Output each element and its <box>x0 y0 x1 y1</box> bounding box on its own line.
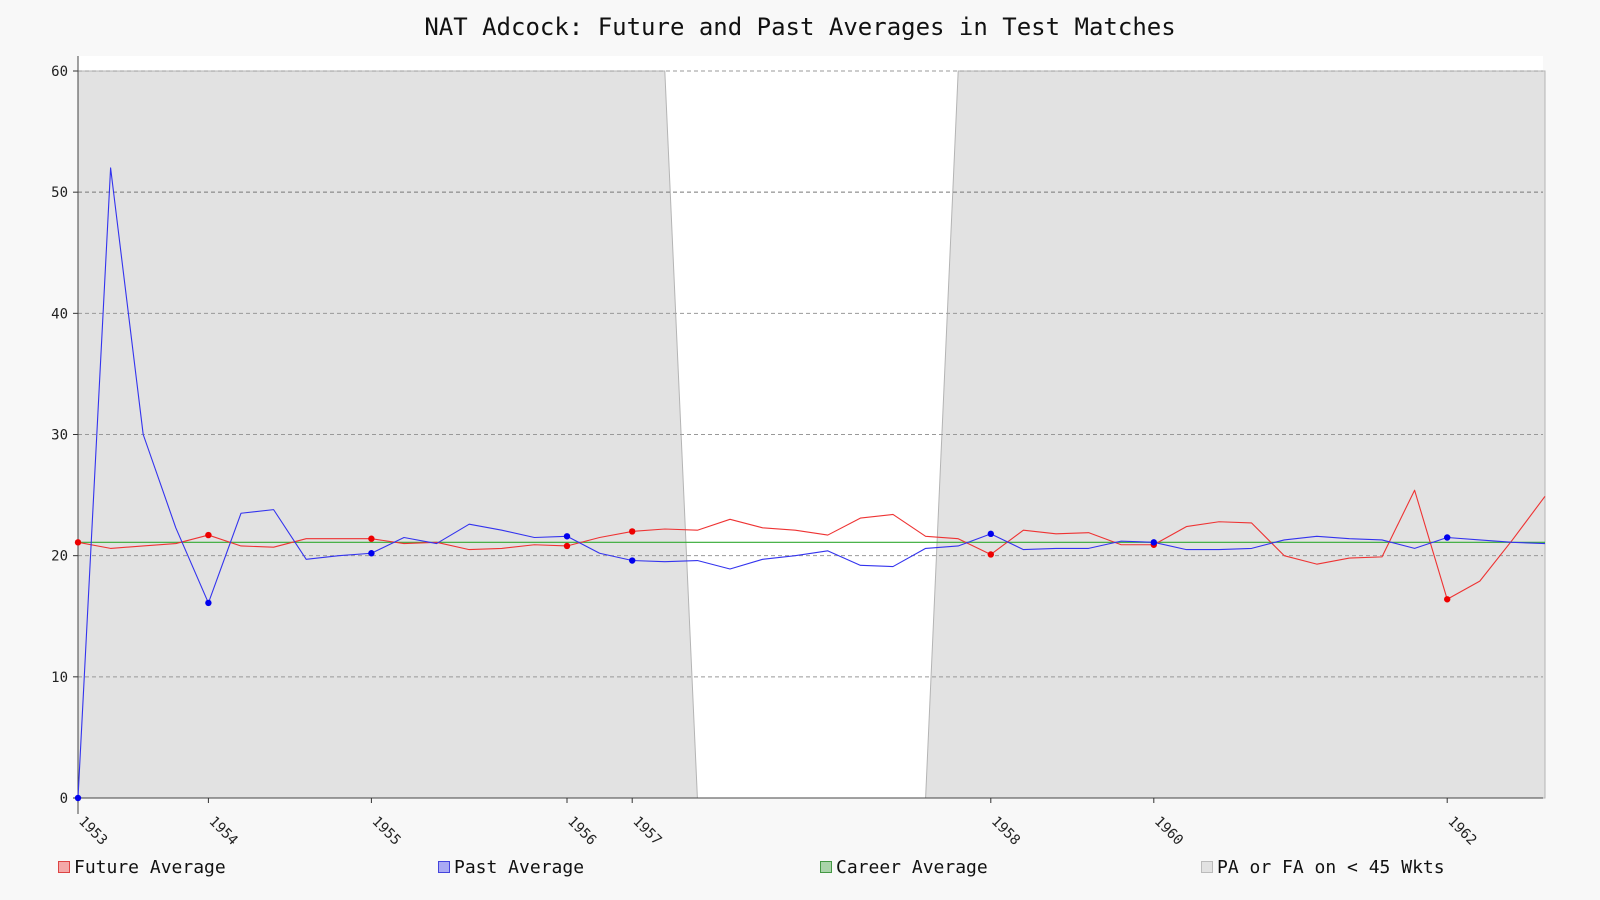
legend-label: PA or FA on < 45 Wkts <box>1217 856 1445 878</box>
x-tick-label: 1957 <box>629 814 664 849</box>
point-future-average <box>205 531 212 539</box>
point-past-average <box>987 530 994 538</box>
y-tick-label: 30 <box>51 428 68 444</box>
chart-title: NAT Adcock: Future and Past Averages in … <box>424 13 1175 41</box>
x-tick-label: 1962 <box>1444 814 1479 849</box>
y-tick-label: 0 <box>60 791 68 807</box>
legend-swatch-low-wickets <box>1201 861 1213 873</box>
y-tick-label: 50 <box>51 185 68 201</box>
point-past-average <box>629 557 636 564</box>
x-tick-label: 1953 <box>75 814 110 849</box>
point-past-average <box>205 599 212 607</box>
legend-label: Past Average <box>454 856 585 878</box>
point-past-average <box>1444 534 1451 541</box>
legend-swatch-career-average <box>820 861 832 873</box>
legend-item-past-average: Past Average <box>438 856 585 878</box>
point-past-average <box>563 533 571 540</box>
x-tick-label: 1956 <box>564 814 599 849</box>
point-future-average <box>1444 596 1451 603</box>
point-past-average <box>1150 539 1158 546</box>
y-tick-label: 20 <box>51 549 68 565</box>
legend-swatch-future-average <box>58 861 70 873</box>
x-tick-label: 1960 <box>1151 814 1186 849</box>
legend-swatch-past-average <box>438 861 450 873</box>
point-future-average <box>74 539 82 546</box>
legend-label: Career Average <box>836 856 988 878</box>
y-tick-label: 60 <box>51 64 68 80</box>
point-past-average <box>74 794 82 802</box>
y-tick-label: 40 <box>51 306 68 322</box>
legend-item-future-average: Future Average <box>58 856 226 878</box>
point-future-average <box>563 542 571 550</box>
x-tick-label: 1958 <box>988 814 1023 849</box>
y-tick-label: 10 <box>51 670 68 686</box>
x-tick-label: 1954 <box>206 814 241 849</box>
series-line-past-average <box>77 167 1546 799</box>
legend-item-career-average: Career Average <box>820 856 988 878</box>
point-past-average <box>368 550 375 557</box>
chart-svg: NAT Adcock: Future and Past Averages in … <box>51 13 1546 849</box>
point-future-average <box>629 528 636 535</box>
legend-item-low-wickets: PA or FA on < 45 Wkts <box>1201 856 1445 878</box>
legend-label: Future Average <box>74 856 226 878</box>
point-future-average <box>987 551 994 558</box>
series-line-future-average <box>77 489 1546 600</box>
x-tick-label: 1955 <box>369 814 404 849</box>
point-future-average <box>368 535 375 542</box>
